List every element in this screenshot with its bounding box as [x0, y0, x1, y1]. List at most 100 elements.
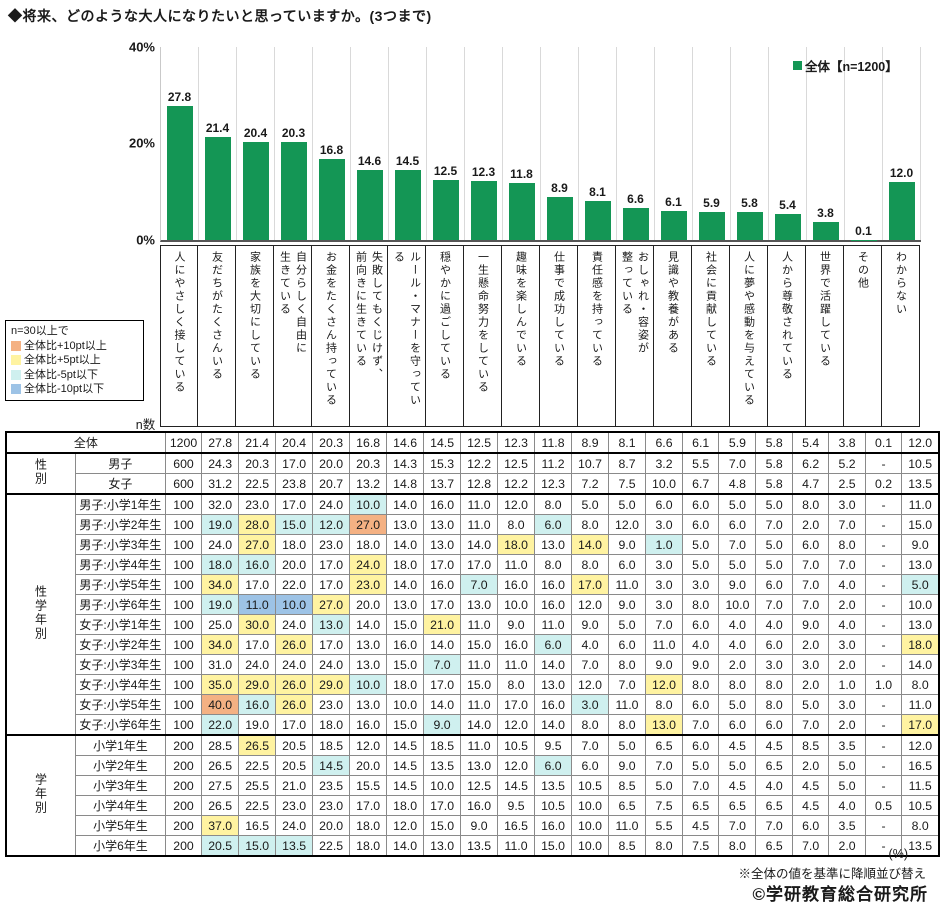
bar-slot: 14.6 [351, 47, 389, 240]
data-cell: 5.0 [901, 574, 940, 595]
bar [470, 180, 497, 240]
data-cell: 14.0 [571, 534, 610, 555]
data-cell: 16.0 [497, 634, 536, 655]
data-cell: 10.5 [534, 795, 573, 816]
data-cell: 5.0 [828, 755, 866, 776]
data-cell: 22.5 [238, 755, 277, 776]
data-cell: 18.0 [349, 534, 388, 555]
data-cell: 13.0 [423, 534, 462, 555]
data-cell: 8.0 [608, 654, 646, 675]
data-cell: 8.7 [608, 452, 646, 474]
bar-value-label: 0.1 [855, 223, 872, 238]
n-value-cell: 600 [164, 473, 203, 495]
data-cell: 17.0 [312, 554, 351, 575]
data-cell: 14.0 [534, 714, 573, 736]
data-cell: 6.0 [534, 634, 573, 655]
data-cell: 16.0 [349, 714, 388, 736]
data-cell: 6.0 [534, 755, 573, 776]
data-cell: 16.5 [238, 815, 277, 836]
data-cell: 16.0 [238, 694, 277, 715]
data-cell: 14.5 [386, 755, 425, 776]
data-cell: 11.0 [497, 654, 536, 675]
table-row: 女子:小学1年生 100 25.0 30.0 24.0 13.0 14.0 15.0 21.0 1… [6, 614, 940, 635]
data-cell: 37.0 [201, 815, 240, 836]
table-row: 小学3年生 200 27.5 25.5 21.0 23.5 15.5 14.5 10.0 12.5… [6, 775, 940, 796]
data-cell: 9.0 [460, 815, 499, 836]
data-cell: 9.0 [681, 654, 720, 675]
data-cell: 8.0 [828, 534, 866, 555]
row-label-cell: 小学2年生 [75, 755, 166, 776]
n-value-cell: 100 [164, 534, 203, 555]
bar-slot: 0.1 [845, 47, 883, 240]
bar-slot: 3.8 [807, 47, 845, 240]
chart-legend-label: 全体【n=1200】 [805, 60, 898, 74]
data-cell: 13.0 [645, 714, 683, 736]
data-cell: 5.0 [608, 734, 646, 756]
table-group: 学年別 小学1年生 200 28.5 26.5 20.5 18.5 12.0 14.5 18.5 1… [5, 734, 940, 857]
n-column-header: n数 [135, 418, 156, 432]
data-cell: - [864, 694, 903, 715]
n-value-cell: 100 [164, 554, 203, 575]
data-cell: 22.5 [312, 835, 351, 857]
data-cell: 13.0 [386, 514, 425, 535]
data-cell: 11.0 [238, 594, 277, 615]
data-cell: 2.0 [828, 594, 866, 615]
data-cell: 8.0 [718, 835, 757, 857]
data-cell: 12.0 [645, 674, 683, 695]
data-cell: 5.8 [755, 473, 793, 495]
row-label-cell: 男子 [75, 452, 166, 474]
data-cell: 18.0 [386, 795, 425, 816]
bar-value-label: 20.3 [281, 126, 306, 141]
data-cell: 4.5 [718, 775, 757, 796]
data-cell: 7.0 [681, 714, 720, 736]
bar-value-label: 12.5 [433, 163, 458, 178]
data-cell: 2.0 [791, 755, 830, 776]
group-header-label: 性別 [33, 458, 48, 486]
data-cell: 5.0 [755, 534, 793, 555]
data-cell: 20.0 [312, 452, 351, 474]
bar-slot: 27.8 [161, 47, 199, 240]
data-cell: 27.0 [312, 594, 351, 615]
category-label: お金をたくさん持っている [324, 251, 337, 407]
data-cell: 13.0 [349, 634, 388, 655]
bar-slot: 11.8 [503, 47, 541, 240]
data-cell: - [864, 734, 903, 756]
data-cell: - [864, 554, 903, 575]
data-cell: 18.0 [312, 714, 351, 736]
data-cell: 17.0 [312, 634, 351, 655]
data-cell: 17.0 [238, 634, 277, 655]
data-cell: 7.0 [791, 594, 830, 615]
data-cell: 10.0 [497, 594, 536, 615]
data-cell: 21.4 [238, 431, 277, 454]
data-cell: 13.0 [534, 534, 573, 555]
data-cell: 18.0 [349, 835, 388, 857]
data-cell: 4.0 [828, 795, 866, 816]
data-cell: 12.0 [386, 815, 425, 836]
data-cell: 20.7 [312, 473, 351, 495]
data-cell: 10.0 [718, 594, 757, 615]
bar-slot: 5.8 [731, 47, 769, 240]
data-cell: 16.0 [238, 554, 277, 575]
data-cell: 8.0 [901, 674, 940, 695]
data-cell: 10.0 [571, 815, 610, 836]
data-cell: 11.0 [460, 514, 499, 535]
data-cell: 6.1 [681, 431, 720, 454]
data-cell: 10.0 [571, 835, 610, 857]
bar-slot: 6.6 [617, 47, 655, 240]
data-cell: 26.5 [201, 755, 240, 776]
data-cell: 8.9 [571, 431, 610, 454]
data-cell: 5.2 [828, 452, 866, 474]
category-label: 見識や教養がある [666, 251, 679, 355]
data-cell: 10.5 [901, 795, 940, 816]
data-cell: 25.5 [238, 775, 277, 796]
data-cell: 6.0 [681, 734, 720, 756]
table-group: 性別 男子 600 24.3 20.3 17.0 20.0 20.3 14.3 15.3 12.2 1… [5, 452, 940, 495]
data-cell: 24.0 [312, 654, 351, 675]
data-cell: 3.0 [681, 574, 720, 595]
bar [546, 197, 573, 240]
bar-value-label: 14.6 [357, 153, 382, 168]
data-cell: 24.0 [312, 493, 351, 515]
data-cell: 20.5 [201, 835, 240, 857]
y-axis-tick-20: 20% [128, 135, 155, 151]
data-cell: 7.0 [755, 514, 793, 535]
